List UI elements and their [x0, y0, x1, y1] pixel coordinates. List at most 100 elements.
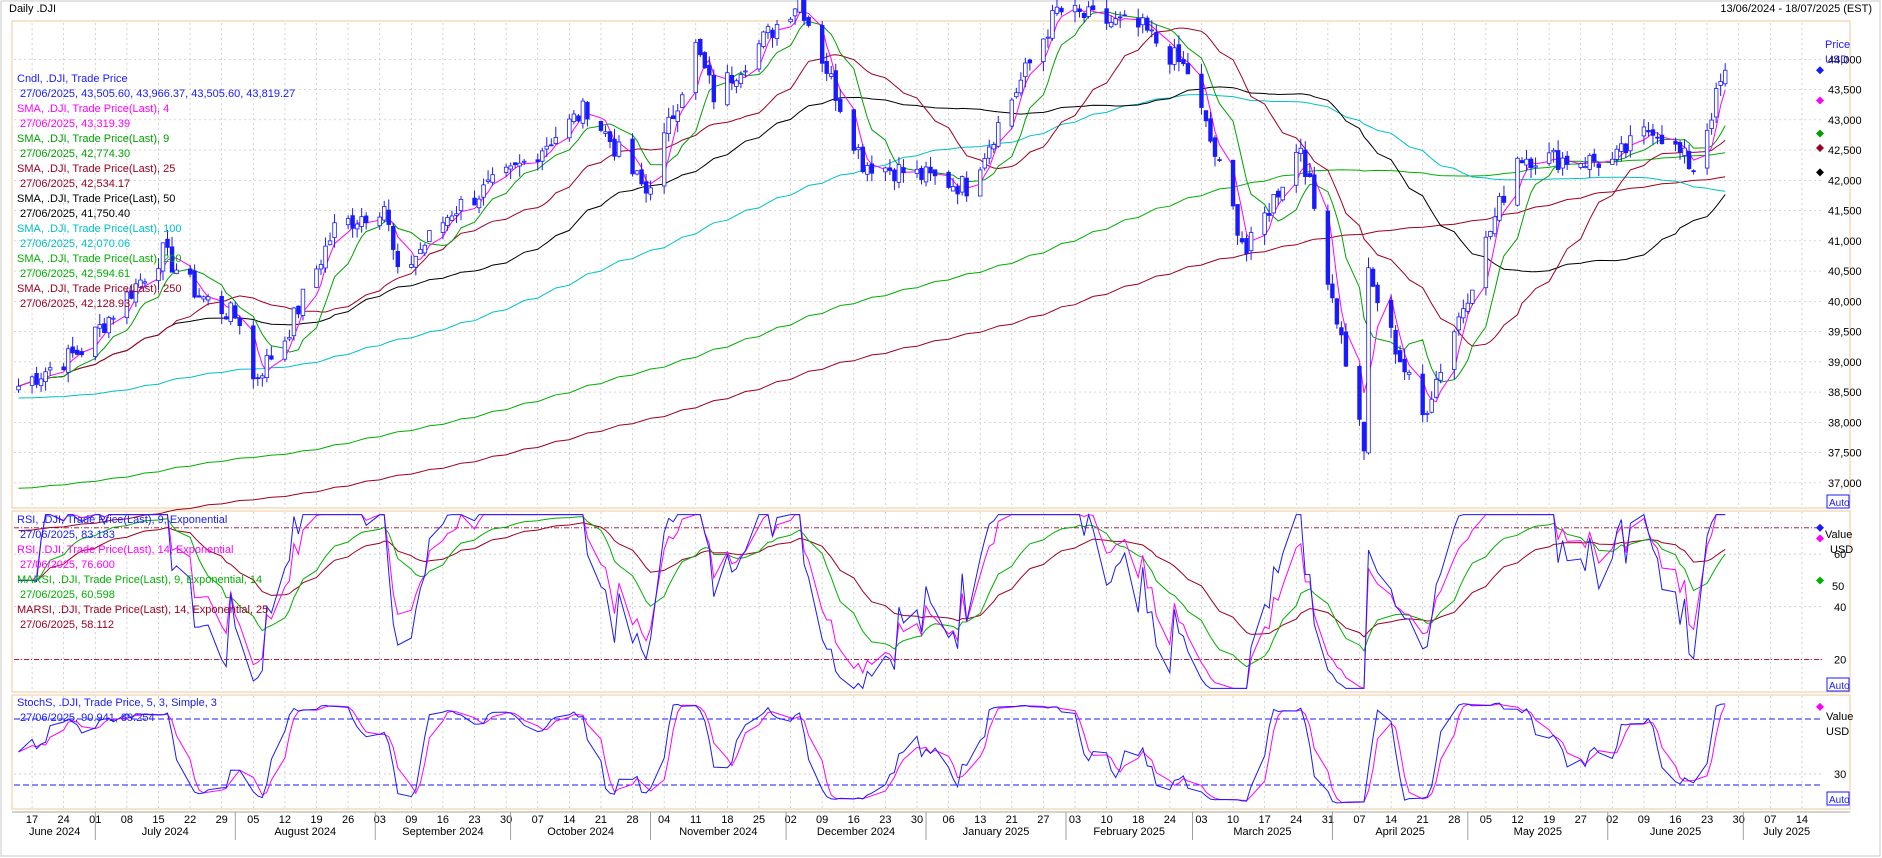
rsi-legend-value: 27/06/2025, 83.183 [20, 529, 115, 541]
candle-body [196, 295, 202, 298]
candle-body [1691, 170, 1696, 173]
candle-body [1262, 212, 1267, 235]
candle-body [1208, 118, 1213, 142]
price-auto-button[interactable]: Auto [1826, 494, 1850, 509]
candle-body [670, 115, 676, 120]
svg-text:Auto: Auto [1829, 795, 1850, 806]
candle-body [955, 186, 960, 195]
rsi-legend-name: RSI, .DJI, Trade Price(Last), 14, Expone… [17, 544, 233, 556]
candle-body [291, 307, 297, 337]
candle-body [296, 305, 301, 315]
x-tick-label: 12 [1511, 814, 1523, 826]
candle-body [169, 246, 175, 273]
candle-body [1239, 238, 1245, 243]
x-tick-label: 11 [690, 814, 701, 826]
candle-body [1375, 284, 1380, 304]
x-tick-label: 31 [1322, 814, 1334, 826]
candle-body [1434, 379, 1439, 398]
x-tick-label: 30 [1733, 814, 1745, 826]
candle-body [16, 385, 21, 391]
sma-25-line [18, 27, 1726, 387]
x-month-label: December 2024 [817, 826, 895, 838]
candle-body [792, 8, 798, 17]
price-legend-name: SMA, .DJI, Trade Price(Last), 9 [17, 133, 169, 145]
candle-body [1343, 331, 1349, 367]
candle-body [1406, 372, 1412, 375]
candle-body [1176, 44, 1182, 63]
candle-body [1546, 152, 1552, 164]
candle-body [1312, 174, 1317, 209]
candle-body [770, 29, 775, 38]
candle-body [833, 70, 838, 101]
x-tick-label: 03 [1195, 814, 1207, 826]
rsi-axis-title: Value [1825, 529, 1852, 541]
candle-body [503, 166, 509, 173]
candle-body [1203, 110, 1209, 122]
candle-body [359, 216, 364, 227]
candle-body [707, 64, 712, 76]
candle-body [1018, 79, 1024, 94]
candle-body [1560, 157, 1565, 169]
x-tick-label: 16 [437, 814, 449, 826]
candle-body [165, 238, 170, 248]
x-tick-label: 06 [942, 814, 954, 826]
candle-body [923, 166, 929, 183]
candle-body [1564, 155, 1570, 165]
candle-body [395, 251, 400, 268]
rsi-auto-button[interactable]: Auto [1826, 677, 1850, 692]
x-tick-label: 07 [1764, 814, 1776, 826]
candle-body [892, 169, 897, 182]
candle-body [1077, 8, 1082, 12]
candle-body [1280, 186, 1285, 201]
candle-body [458, 198, 464, 211]
candle-body [454, 213, 459, 216]
candle-body [1465, 302, 1471, 312]
x-month-label: August 2024 [274, 826, 336, 838]
candle-body [1235, 204, 1240, 236]
x-tick-label: 25 [753, 814, 765, 826]
candle-body [919, 167, 924, 180]
candle-body [630, 138, 635, 175]
price-legend-value: 27/06/2025, 43,505.60, 43,966.37, 43,505… [20, 88, 295, 100]
candle-body [797, 0, 802, 13]
candle-body [743, 70, 748, 73]
candle-body [598, 120, 604, 131]
candle-body [616, 141, 622, 157]
stoch-auto-button[interactable]: Auto [1826, 791, 1850, 806]
candle-body [1420, 373, 1425, 416]
candle-body [1149, 29, 1154, 32]
candle-body [869, 163, 875, 174]
rsi-legend-name: MARSI, .DJI, Trade Price(Last), 14, Expo… [17, 604, 268, 616]
x-tick-label: 18 [1132, 814, 1144, 826]
x-tick-label: 17 [26, 814, 38, 826]
candle-body [1501, 195, 1507, 203]
price-tick-label: 41,000 [1828, 236, 1862, 248]
candle-body [1041, 38, 1046, 63]
candle-body [219, 296, 224, 315]
candle-body [1145, 17, 1150, 31]
candle-body [38, 378, 44, 387]
candle-body [1244, 238, 1249, 255]
x-tick-label: 04 [658, 814, 670, 826]
candle-body [896, 164, 902, 183]
price-legend-name: SMA, .DJI, Trade Price(Last), 250 [17, 283, 181, 295]
candle-body [174, 269, 179, 274]
price-tick-label: 41,500 [1828, 206, 1862, 218]
candle-body [1551, 149, 1556, 153]
candle-body [1248, 232, 1254, 252]
candle-body [544, 145, 549, 150]
legends: Cndl, .DJI, Trade Price 27/06/2025, 43,50… [17, 66, 1824, 724]
sma4-marker [1816, 96, 1824, 105]
price-tick-label: 44,000 [1828, 54, 1862, 66]
candle-body [187, 268, 193, 275]
candle-body [1307, 173, 1313, 178]
candle-body [1167, 46, 1173, 65]
candle-body [914, 168, 920, 174]
candle-body [1185, 63, 1191, 75]
sma-200-line [18, 152, 1726, 489]
candle-body [1483, 236, 1489, 289]
candle-body [1555, 150, 1561, 170]
candle-body [964, 177, 969, 197]
candle-body [801, 0, 807, 21]
